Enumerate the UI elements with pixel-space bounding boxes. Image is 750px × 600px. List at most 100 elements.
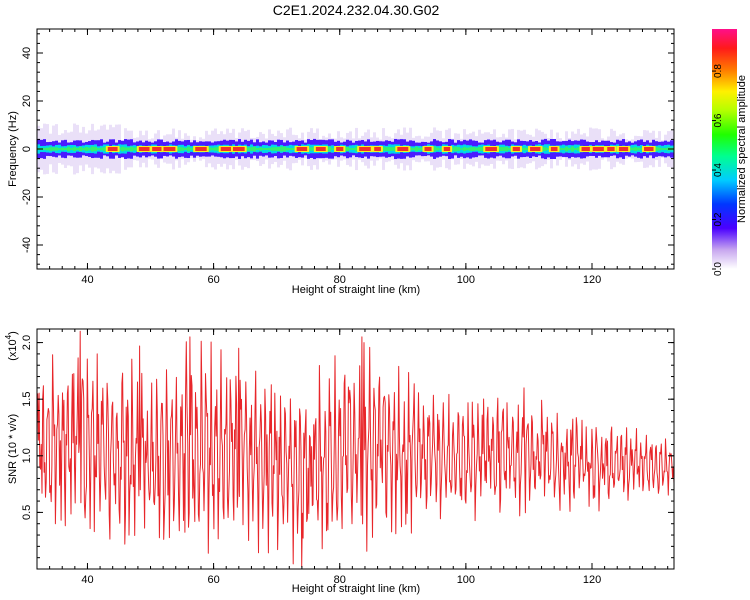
colorbar-ticks: 0.0 0.2 0.4 0.6 0.8 — [712, 64, 724, 276]
spectrogram-cell-green — [454, 146, 457, 152]
spectrogram-cell-green — [577, 147, 580, 151]
spectrogram-peak — [163, 147, 176, 151]
snr-frame — [36, 328, 675, 570]
spectrogram-peak — [138, 147, 150, 151]
spectrogram-peak — [424, 147, 432, 151]
spectrogram-cell-green — [91, 146, 94, 152]
spectrogram-cell-green — [280, 146, 283, 152]
spectrogram-cell-green — [250, 147, 253, 151]
spectrogram-cell-green — [292, 147, 295, 151]
spectrogram-cell-green — [571, 146, 574, 152]
colorbar-tick-label: 0.6 — [713, 113, 724, 127]
spectrogram-cell-green — [547, 147, 550, 151]
spectrogram-cell-green — [184, 148, 187, 150]
spectrogram-cell-green — [262, 148, 265, 150]
svg-text:(x104): (x104) — [4, 331, 19, 361]
spectrogram-cell-green — [562, 148, 565, 150]
spectrogram-x-tick-label: 80 — [334, 274, 346, 286]
spectrogram-peak — [550, 147, 558, 151]
spectrogram-peak — [195, 147, 207, 151]
spectrogram-cell-green — [43, 148, 46, 150]
spectrogram-x-tick-label: 60 — [207, 274, 219, 286]
spectrogram-cell-green — [328, 146, 331, 152]
spectrogram-x-tick-label: 40 — [81, 274, 93, 286]
spectrogram-cell-green — [85, 147, 88, 151]
snr-x-label: Height of straight line (km) — [292, 583, 420, 595]
spectrogram-cell-green — [103, 147, 106, 151]
snr-x-tick-label: 80 — [334, 574, 346, 586]
spectrogram-peak — [581, 147, 590, 151]
spectrogram-cell-green — [523, 147, 526, 151]
snr-y-tick-label: 2.0 — [21, 335, 33, 350]
spectrogram-cell-green — [640, 148, 643, 150]
spectrogram-cell-green — [259, 147, 262, 151]
spectrogram-cell-green — [265, 148, 268, 150]
spectrogram-cell-green — [478, 146, 481, 152]
spectrogram-cell-green — [64, 148, 67, 150]
spectrogram-cell-green — [310, 147, 313, 151]
spectrogram-cell-green — [382, 147, 385, 151]
spectrogram-peak — [644, 147, 654, 151]
spectrogram-cell-green — [352, 147, 355, 151]
spectrogram-cell-green — [94, 146, 97, 152]
spectrogram-peak — [336, 147, 344, 151]
spectrogram-peak — [374, 147, 381, 151]
spectrogram-cell-green — [58, 148, 61, 150]
spectrogram-peak — [512, 147, 520, 151]
spectrogram-cell-green — [181, 147, 184, 151]
spectrogram-cell-green — [481, 146, 484, 152]
spectrogram-cell-green — [421, 147, 424, 151]
colorbar-gradient — [712, 29, 737, 269]
spectrogram-cell-green — [655, 146, 658, 152]
spectrogram-cell-green — [88, 147, 91, 151]
spectrogram-cell-green — [79, 146, 82, 152]
spectrogram-y-tick-label: 20 — [21, 95, 33, 107]
spectrogram-cell-green — [271, 147, 274, 151]
spectrogram-y-tick-label: -20 — [21, 189, 33, 205]
spectrogram-cell-green — [451, 147, 454, 151]
spectrogram-cell-green — [277, 147, 280, 151]
spectrogram-cell-green — [391, 147, 394, 151]
colorbar-tick-label: 0.8 — [713, 64, 724, 78]
spectrogram-cell-green — [466, 147, 469, 151]
spectrogram-cell-green — [247, 147, 250, 151]
spectrogram-y-tick-label: 40 — [21, 47, 33, 59]
spectrogram-cell-green — [355, 146, 358, 152]
snr-x-tick-label: 100 — [457, 574, 475, 586]
snr-axes: 40 60 80 100 120 0.5 1.0 1.5 2.0 — [21, 329, 674, 586]
colorbar: 0.0 0.2 0.4 0.6 0.8 Normalized spectral ampl… — [712, 29, 748, 276]
spectrogram-y-tick-label: -40 — [21, 237, 33, 253]
snr-y-tick-label: 1.0 — [21, 448, 33, 463]
spectrogram-cell-green — [559, 147, 562, 151]
spectrogram-cell-green — [457, 147, 460, 151]
spectrogram-cell-green — [634, 147, 637, 151]
spectrogram-cell-green — [187, 146, 190, 152]
spectrogram-cell-green — [541, 147, 544, 151]
spectrogram-peak — [315, 147, 326, 151]
spectrogram-cell-green — [658, 147, 661, 151]
spectrogram-cell-green — [256, 148, 259, 150]
spectrogram-cell-green — [73, 146, 76, 152]
snr-series-line — [37, 330, 674, 568]
spectrogram-cell-green — [349, 148, 352, 150]
spectrogram-peak — [220, 147, 232, 151]
spectrogram-cell-green — [388, 147, 391, 151]
colorbar-tick-label: 0.2 — [713, 212, 724, 226]
spectrogram-peak — [232, 147, 245, 151]
snr-y-tick-label: 1.5 — [21, 392, 33, 407]
spectrogram-heatmap — [37, 123, 674, 175]
spectrogram-cell-green — [433, 146, 436, 152]
colorbar-tick-label: 0.4 — [713, 163, 724, 177]
spectrogram-cell-green — [70, 147, 73, 151]
spectrogram-cell-green — [130, 146, 133, 152]
snr-y-tick-label: 0.5 — [21, 505, 33, 520]
spectrogram-cell-green — [346, 146, 349, 152]
figure-title: C2E1.2024.232.04.30.G02 — [273, 2, 440, 18]
colorbar-tick-label: 0.0 — [713, 262, 724, 276]
spectrogram-axes: 40 60 80 100 120 -40 -20 0 20 40 — [21, 29, 674, 286]
spectrogram-cell-green — [217, 146, 220, 152]
spectrogram-peak — [530, 147, 541, 151]
spectrogram-x-label: Height of straight line (km) — [292, 284, 420, 296]
spectrogram-cell-green — [412, 147, 415, 151]
